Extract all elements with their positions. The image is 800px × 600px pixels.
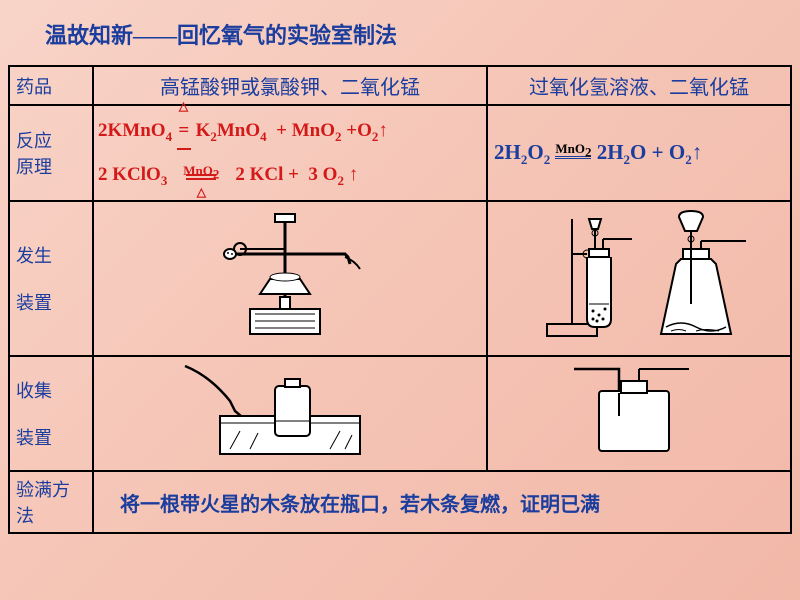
reagent-label: 药品 (9, 66, 93, 105)
flask-funnel-icon (641, 209, 751, 344)
collect-diagram-1 (93, 356, 487, 471)
kclo3-equation: 2 KClO3 MnO2 △ 2 KCl + 3 O2 ↑ (98, 158, 482, 192)
water-collection-icon (180, 361, 400, 461)
reagent-row: 药品 高锰酸钾或氯酸钾、二氧化锰 过氧化氢溶液、二氧化锰 (9, 66, 791, 105)
reagent-col2: 过氧化氢溶液、二氧化锰 (487, 66, 791, 105)
apparatus-diagram-1 (93, 201, 487, 356)
page-title: 温故知新——回忆氧气的实验室制法 (0, 0, 800, 65)
funnel-tube-icon (527, 209, 637, 344)
verify-label: 验满方法 (9, 471, 93, 533)
apparatus-row: 发生装置 (9, 201, 791, 356)
equation-cell-2: 2H2O2 MnO2 2H2O + O2↑ (487, 105, 791, 201)
equation-cell-1: 2KMnO4 = K2MnO4 + MnO2 +O2↑ 2 KClO3 MnO2… (93, 105, 487, 201)
verify-text: 将一根带火星的木条放在瓶口，若木条复燃，证明已满 (100, 488, 784, 517)
air-collection-icon (569, 361, 709, 461)
heating-apparatus-icon (190, 209, 390, 344)
reagent-col1: 高锰酸钾或氯酸钾、二氧化锰 (93, 66, 487, 105)
kmno4-equation: 2KMnO4 = K2MnO4 + MnO2 +O2↑ (98, 114, 482, 150)
collect-diagram-2 (487, 356, 791, 471)
principle-row: 反应原理 2KMnO4 = K2MnO4 + MnO2 +O2↑ 2 KClO3… (9, 105, 791, 201)
verify-text-cell: 将一根带火星的木条放在瓶口，若木条复燃，证明已满 (93, 471, 791, 533)
principle-label: 反应原理 (9, 105, 93, 201)
content-table: 药品 高锰酸钾或氯酸钾、二氧化锰 过氧化氢溶液、二氧化锰 反应原理 2KMnO4… (8, 65, 792, 534)
verify-row: 验满方法 将一根带火星的木条放在瓶口，若木条复燃，证明已满 (9, 471, 791, 533)
apparatus-diagram-2 (487, 201, 791, 356)
apparatus-label: 发生装置 (9, 201, 93, 356)
h2o2-equation: 2H2O2 MnO2 2H2O + O2↑ (494, 134, 784, 172)
collect-label: 收集装置 (9, 356, 93, 471)
collect-row: 收集装置 (9, 356, 791, 471)
